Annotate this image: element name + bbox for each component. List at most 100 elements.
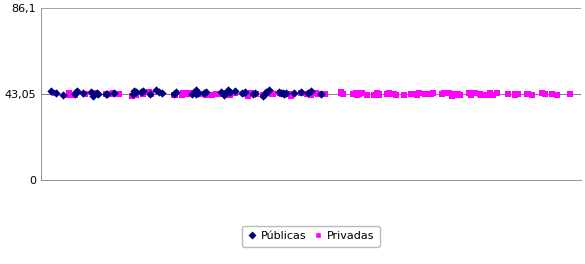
Privadas — [388, 92, 398, 96]
Públicas — [138, 88, 147, 93]
Privadas — [453, 92, 463, 96]
Privadas — [406, 92, 415, 96]
Privadas — [352, 93, 362, 97]
Públicas — [47, 89, 56, 93]
Privadas — [385, 91, 394, 96]
Privadas — [312, 91, 321, 95]
Privadas — [277, 92, 287, 96]
Públicas — [237, 91, 246, 95]
Privadas — [269, 92, 278, 96]
Privadas — [185, 91, 195, 95]
Privadas — [262, 91, 271, 95]
Públicas — [297, 90, 306, 94]
Públicas — [289, 91, 298, 95]
Privadas — [369, 93, 378, 97]
Privadas — [81, 91, 90, 96]
Privadas — [180, 92, 190, 96]
Privadas — [285, 92, 295, 96]
Privadas — [422, 91, 431, 96]
Privadas — [65, 91, 74, 96]
Privadas — [219, 91, 228, 95]
Privadas — [50, 91, 60, 95]
Privadas — [352, 91, 361, 95]
Privadas — [90, 91, 99, 96]
Públicas — [109, 91, 119, 95]
Públicas — [136, 90, 146, 94]
Privadas — [302, 92, 311, 96]
Públicas — [279, 92, 288, 96]
Públicas — [102, 92, 111, 96]
Privadas — [471, 91, 480, 95]
Privadas — [510, 92, 519, 96]
Privadas — [276, 91, 285, 95]
Privadas — [243, 92, 253, 96]
Privadas — [392, 93, 401, 98]
Privadas — [437, 92, 446, 96]
Privadas — [522, 92, 532, 96]
Privadas — [400, 93, 409, 97]
Privadas — [483, 92, 492, 97]
Privadas — [243, 94, 252, 98]
Públicas — [249, 92, 258, 96]
Privadas — [314, 92, 324, 96]
Privadas — [486, 91, 495, 96]
Privadas — [514, 92, 523, 96]
Públicas — [260, 92, 269, 97]
Públicas — [71, 92, 80, 96]
Públicas — [58, 93, 68, 97]
Privadas — [357, 91, 367, 96]
Privadas — [336, 90, 345, 95]
Privadas — [286, 94, 295, 98]
Públicas — [230, 89, 240, 93]
Públicas — [265, 88, 274, 92]
Privadas — [488, 93, 498, 98]
Públicas — [191, 91, 201, 96]
Privadas — [259, 93, 268, 97]
Públicas — [199, 91, 209, 95]
Privadas — [449, 92, 459, 96]
Privadas — [194, 92, 203, 96]
Privadas — [428, 91, 438, 95]
Privadas — [321, 92, 330, 97]
Privadas — [183, 91, 192, 96]
Públicas — [274, 90, 284, 95]
Privadas — [426, 92, 436, 96]
Privadas — [383, 92, 392, 96]
Privadas — [408, 92, 417, 96]
Privadas — [90, 92, 99, 97]
Privadas — [503, 92, 512, 96]
Privadas — [64, 93, 74, 97]
Privadas — [451, 93, 460, 97]
Privadas — [316, 92, 325, 96]
Públicas — [71, 90, 81, 95]
Privadas — [201, 93, 211, 97]
Privadas — [527, 93, 536, 97]
Públicas — [223, 87, 233, 92]
Privadas — [198, 92, 207, 96]
Privadas — [523, 92, 532, 97]
Públicas — [307, 88, 316, 93]
Públicas — [216, 90, 226, 95]
Privadas — [169, 93, 178, 97]
Privadas — [187, 92, 197, 96]
Privadas — [374, 93, 384, 97]
Privadas — [139, 92, 148, 96]
Privadas — [493, 91, 502, 96]
Privadas — [239, 91, 249, 96]
Privadas — [391, 93, 400, 97]
Públicas — [250, 91, 260, 95]
Públicas — [154, 90, 164, 94]
Públicas — [191, 87, 201, 92]
Privadas — [127, 93, 136, 98]
Privadas — [476, 92, 485, 96]
Públicas — [131, 90, 140, 94]
Públicas — [86, 90, 95, 95]
Públicas — [152, 88, 161, 92]
Privadas — [389, 92, 398, 96]
Privadas — [225, 93, 235, 97]
Privadas — [246, 90, 256, 95]
Privadas — [547, 92, 556, 96]
Privadas — [146, 92, 156, 96]
Privadas — [102, 92, 111, 96]
Legend: Públicas, Privadas: Públicas, Privadas — [242, 225, 380, 247]
